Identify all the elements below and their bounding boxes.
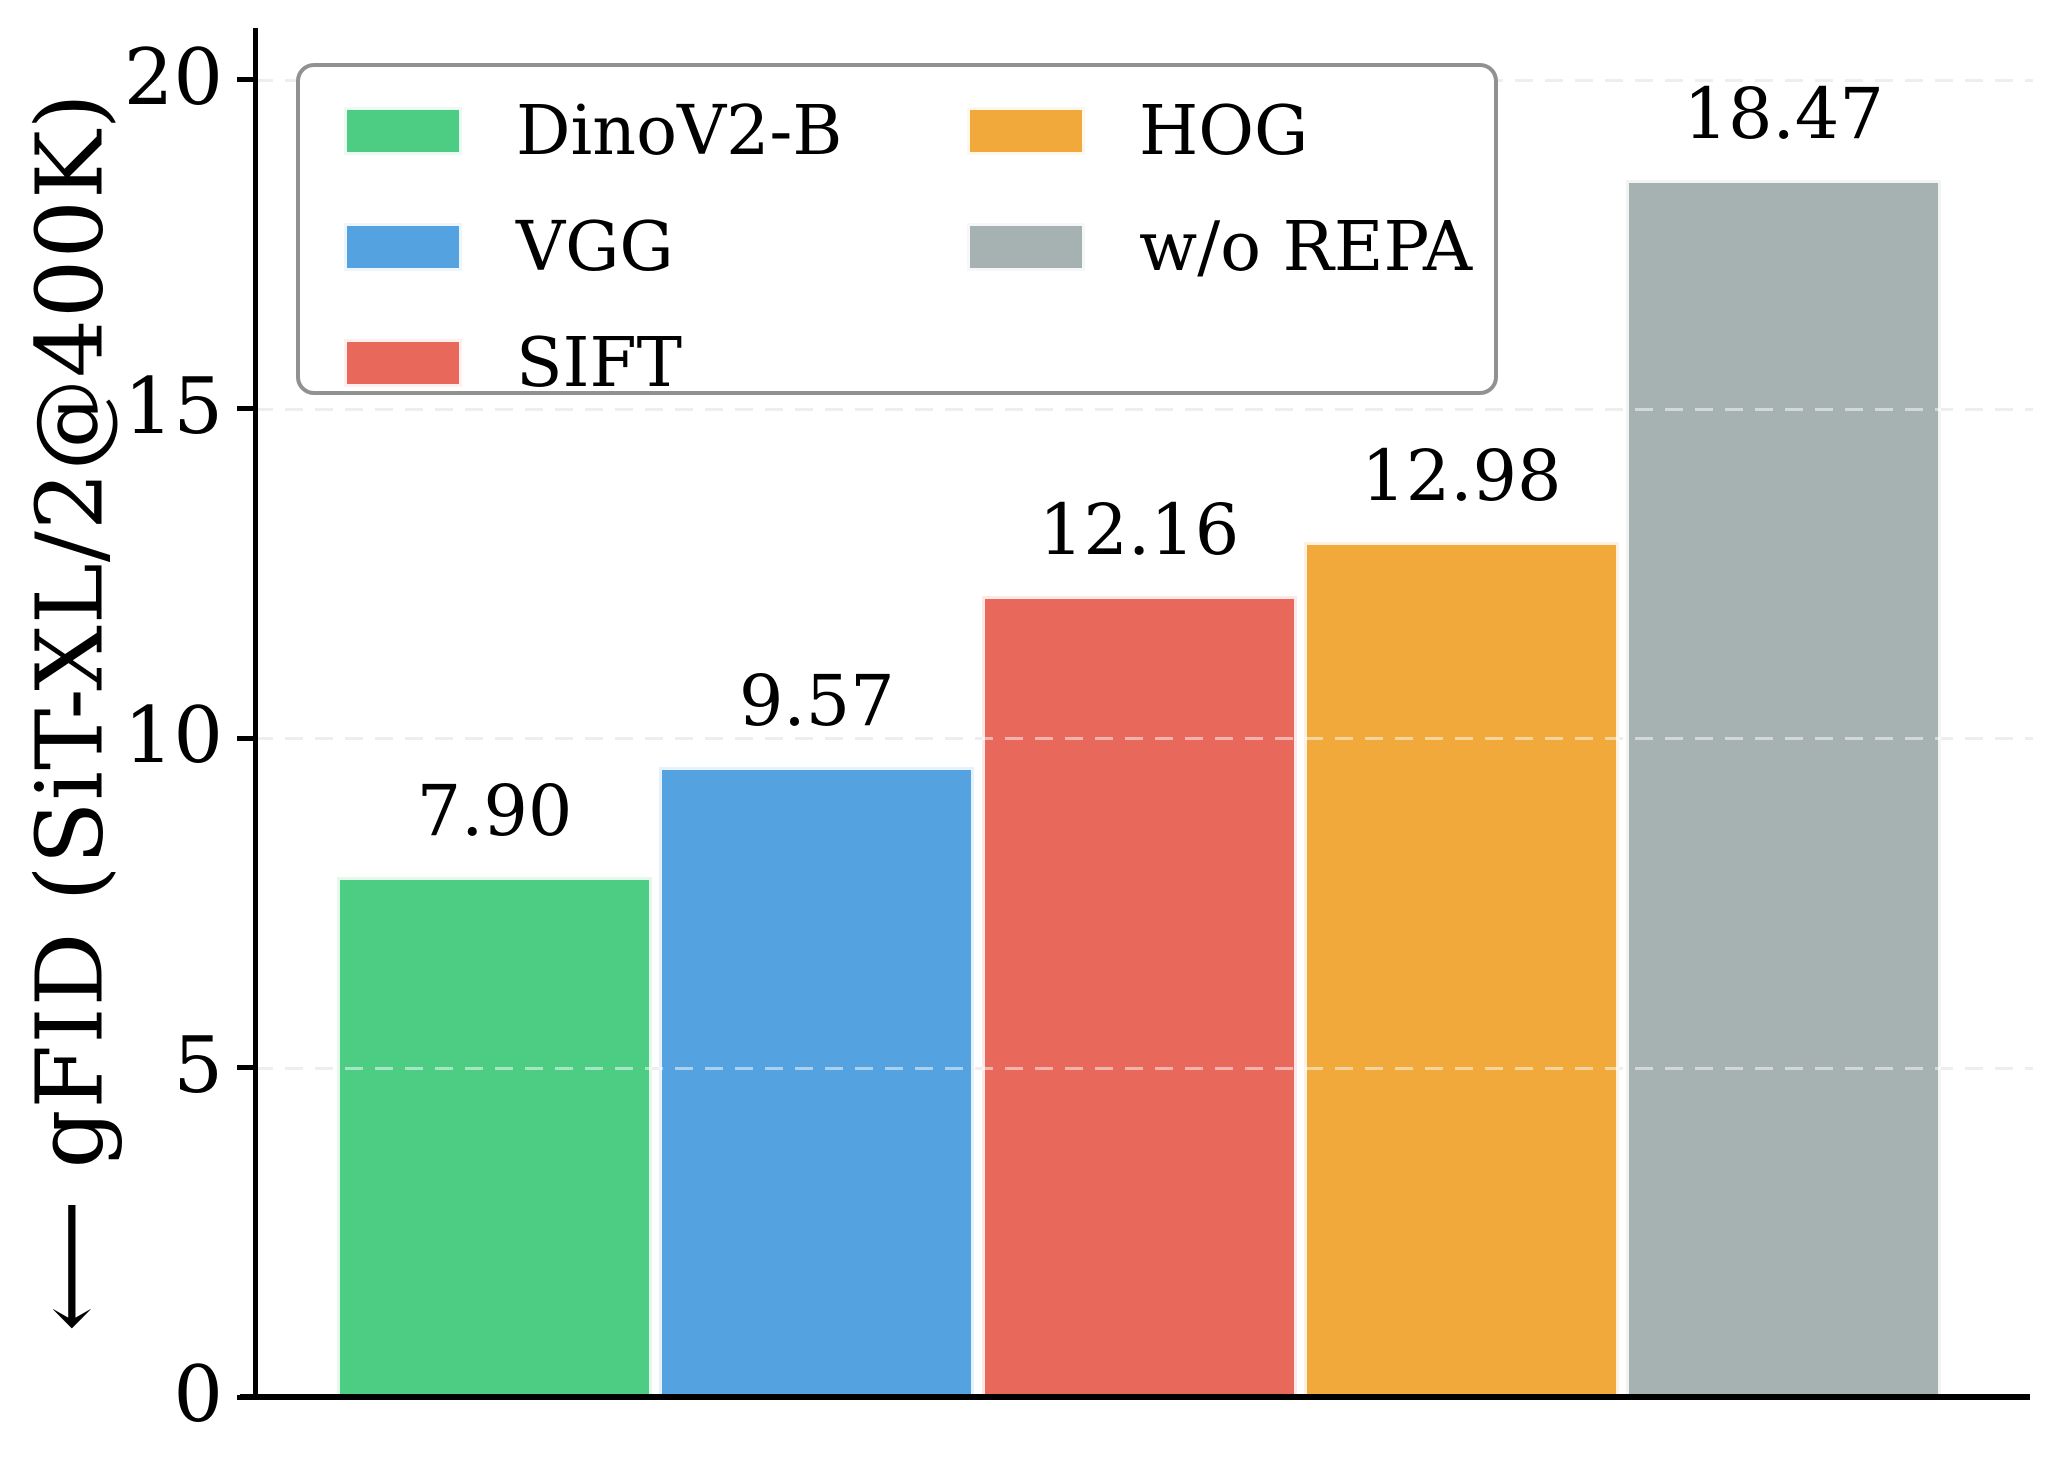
- legend-item-hog: HOG: [967, 73, 1494, 189]
- x-axis-spine: [240, 1394, 2030, 1400]
- bar-sift: [981, 596, 1297, 1397]
- bar-value-label: 12.16: [1038, 489, 1240, 572]
- legend-item-sift: SIFT: [344, 305, 967, 421]
- legend-swatch: [344, 107, 462, 155]
- legend-label: w/o REPA: [1139, 207, 1473, 287]
- y-tick-mark-5: [237, 1065, 254, 1071]
- y-tick-mark-20: [237, 77, 254, 83]
- legend-swatch: [344, 223, 462, 271]
- legend-label: SIFT: [516, 323, 682, 403]
- legend-label: VGG: [516, 207, 674, 287]
- bar-value-label: 12.98: [1361, 435, 1562, 518]
- legend-swatch: [967, 223, 1085, 271]
- bar-value-label: 7.90: [416, 769, 573, 852]
- y-tick-mark-0: [237, 1394, 254, 1400]
- y-tick-mark-10: [237, 735, 254, 741]
- bar-value-label: 9.57: [738, 659, 895, 742]
- y-tick-label-0: 0: [173, 1350, 223, 1440]
- y-axis-spine: [253, 28, 258, 1397]
- y-tick-label-20: 20: [123, 32, 223, 123]
- gridline-overlay-y-15: [255, 407, 2033, 411]
- plot-area: 7.90 9.57 12.16 12.98 18.47 DinoV2-B VGG SIFT HO…: [253, 28, 2035, 1397]
- legend-label: HOG: [1139, 91, 1309, 171]
- gridline-overlay-y-10: [255, 737, 2033, 741]
- y-tick-label-15: 15: [123, 361, 223, 452]
- y-tick-label-5: 5: [173, 1020, 223, 1111]
- legend-label: DinoV2-B: [516, 91, 843, 171]
- y-tick-mark-15: [237, 406, 254, 412]
- bar-value-label: 18.47: [1683, 73, 1884, 156]
- legend-item-w-o-repa: w/o REPA: [967, 189, 1494, 305]
- y-tick-label-10: 10: [123, 691, 223, 782]
- gridline-overlay-y-5: [255, 1066, 2033, 1070]
- bar-w-o-repa: [1626, 180, 1942, 1397]
- legend-grid: DinoV2-B VGG SIFT HOG w/o REPA: [300, 67, 1494, 421]
- legend-item-vgg: VGG: [344, 189, 967, 305]
- bar-vgg: [659, 766, 975, 1397]
- bar-hog: [1303, 542, 1619, 1397]
- legend: DinoV2-B VGG SIFT HOG w/o REPA: [296, 63, 1498, 403]
- legend-item-dinov2-b: DinoV2-B: [344, 73, 967, 189]
- bar-dinov2-b: [337, 876, 652, 1397]
- legend-swatch: [344, 339, 462, 387]
- legend-swatch: [967, 107, 1085, 155]
